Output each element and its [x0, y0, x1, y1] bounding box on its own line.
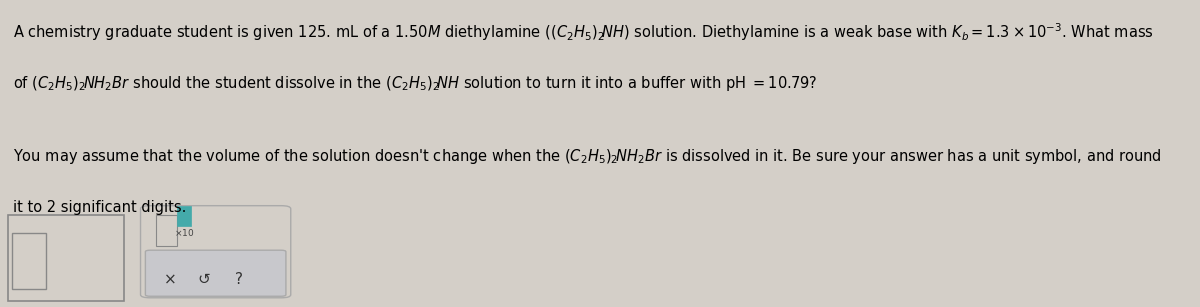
Text: You may assume that the volume of the solution doesn't change when the $\left(C_: You may assume that the volume of the so…	[12, 147, 1162, 166]
FancyBboxPatch shape	[178, 206, 191, 226]
FancyBboxPatch shape	[7, 215, 124, 301]
FancyBboxPatch shape	[140, 206, 290, 298]
Text: it to 2 significant digits.: it to 2 significant digits.	[12, 200, 186, 215]
FancyBboxPatch shape	[156, 215, 178, 246]
Text: $\times$: $\times$	[163, 272, 176, 287]
Text: ?: ?	[235, 272, 244, 287]
FancyBboxPatch shape	[145, 250, 286, 296]
Text: A chemistry graduate student is given 125. mL of a 1.50$M$ diethylamine $\left(\: A chemistry graduate student is given 12…	[12, 21, 1153, 43]
Text: $\times$10: $\times$10	[174, 227, 194, 238]
FancyBboxPatch shape	[12, 233, 46, 289]
Text: of $\left(C_2H_5\right)_2\!NH_2Br$ should the student dissolve in the $\left(C_2: of $\left(C_2H_5\right)_2\!NH_2Br$ shoul…	[12, 74, 817, 93]
Text: $\circlearrowleft$: $\circlearrowleft$	[196, 272, 212, 287]
